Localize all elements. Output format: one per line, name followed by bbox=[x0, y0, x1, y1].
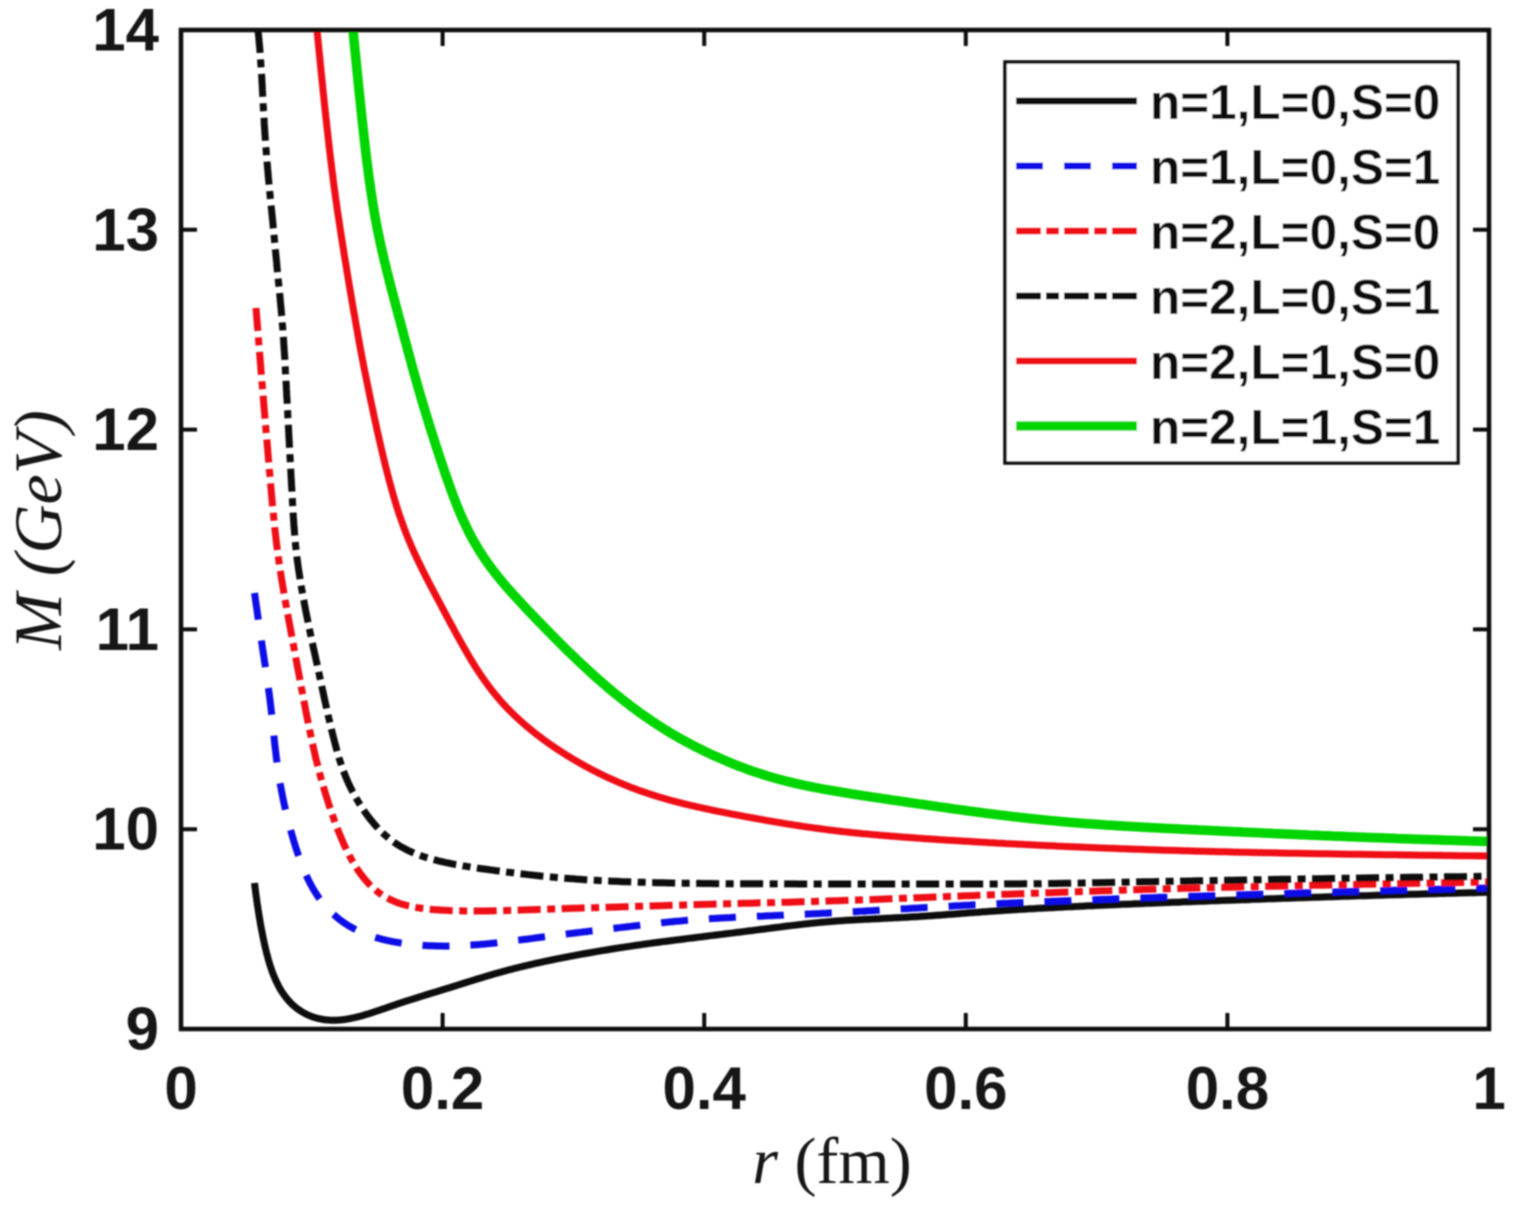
svg-text:0.4: 0.4 bbox=[662, 1055, 746, 1122]
svg-text:14: 14 bbox=[92, 0, 159, 64]
svg-text:0.6: 0.6 bbox=[924, 1055, 1007, 1122]
svg-text:n=2,L=1,S=0: n=2,L=1,S=0 bbox=[1150, 335, 1440, 390]
svg-text:r (fm): r (fm) bbox=[752, 1125, 911, 1198]
svg-text:M (GeV): M (GeV) bbox=[0, 410, 76, 651]
svg-text:1: 1 bbox=[1472, 1055, 1505, 1122]
svg-text:n=2,L=0,S=0: n=2,L=0,S=0 bbox=[1150, 205, 1440, 260]
svg-text:0: 0 bbox=[164, 1055, 197, 1122]
svg-text:10: 10 bbox=[92, 796, 159, 863]
svg-text:13: 13 bbox=[92, 196, 159, 263]
svg-text:0.8: 0.8 bbox=[1186, 1055, 1269, 1122]
svg-text:n=2,L=1,S=1: n=2,L=1,S=1 bbox=[1150, 400, 1440, 455]
svg-text:9: 9 bbox=[126, 996, 159, 1063]
svg-text:n=1,L=0,S=1: n=1,L=0,S=1 bbox=[1150, 140, 1440, 195]
svg-text:n=1,L=0,S=0: n=1,L=0,S=0 bbox=[1150, 75, 1440, 130]
svg-text:11: 11 bbox=[96, 596, 159, 663]
svg-text:12: 12 bbox=[92, 396, 159, 463]
svg-text:n=2,L=0,S=1: n=2,L=0,S=1 bbox=[1150, 270, 1440, 325]
svg-text:0.2: 0.2 bbox=[401, 1055, 484, 1122]
